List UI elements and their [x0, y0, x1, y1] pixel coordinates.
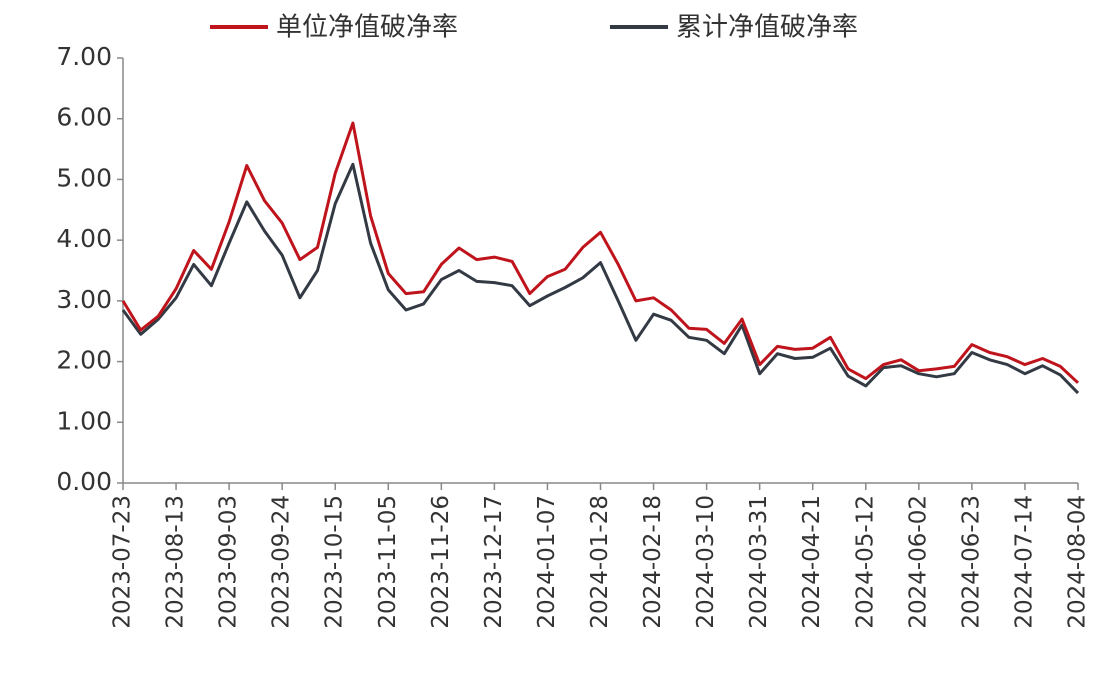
series-line — [121, 121, 1080, 384]
y-tick-label: 6.00 — [56, 103, 112, 132]
x-tick-label: 2023-12-17 — [481, 495, 507, 629]
x-tick-label: 2024-07-14 — [1011, 495, 1037, 629]
legend-label: 单位净值破净率 — [276, 13, 458, 43]
y-tick-label: 4.00 — [56, 224, 112, 253]
x-tick-label: 2023-09-24 — [269, 495, 295, 629]
x-tick-label: 2023-11-05 — [375, 495, 401, 629]
y-tick-label: 7.00 — [56, 42, 112, 71]
x-tick-label: 2023-07-23 — [110, 495, 136, 629]
y-tick-label: 2.00 — [56, 346, 112, 375]
x-tick-label: 2024-01-07 — [534, 495, 560, 629]
x-tick-label: 2024-08-04 — [1065, 495, 1091, 629]
x-tick-label: 2023-09-03 — [216, 495, 242, 629]
y-tick-label: 1.00 — [56, 406, 112, 435]
legend-label: 累计净值破净率 — [676, 13, 858, 43]
x-tick-label: 2024-02-18 — [640, 495, 666, 629]
x-tick-label: 2024-03-31 — [746, 495, 772, 629]
x-tick-label: 2023-11-26 — [428, 495, 454, 629]
x-tick-label: 2024-06-23 — [958, 495, 984, 629]
x-tick-label: 2023-08-13 — [163, 495, 189, 629]
series-line — [121, 162, 1080, 395]
y-tick-label: 0.00 — [56, 467, 112, 496]
y-tick-label: 3.00 — [56, 285, 112, 314]
x-tick-label: 2024-06-02 — [905, 495, 931, 629]
x-tick-label: 2024-05-12 — [852, 495, 878, 629]
x-tick-label: 2024-04-21 — [799, 495, 825, 629]
y-tick-label: 5.00 — [56, 163, 112, 192]
x-tick-label: 2023-10-15 — [322, 495, 348, 629]
x-tick-label: 2024-01-28 — [587, 495, 613, 629]
x-tick-label: 2024-03-10 — [693, 495, 719, 629]
